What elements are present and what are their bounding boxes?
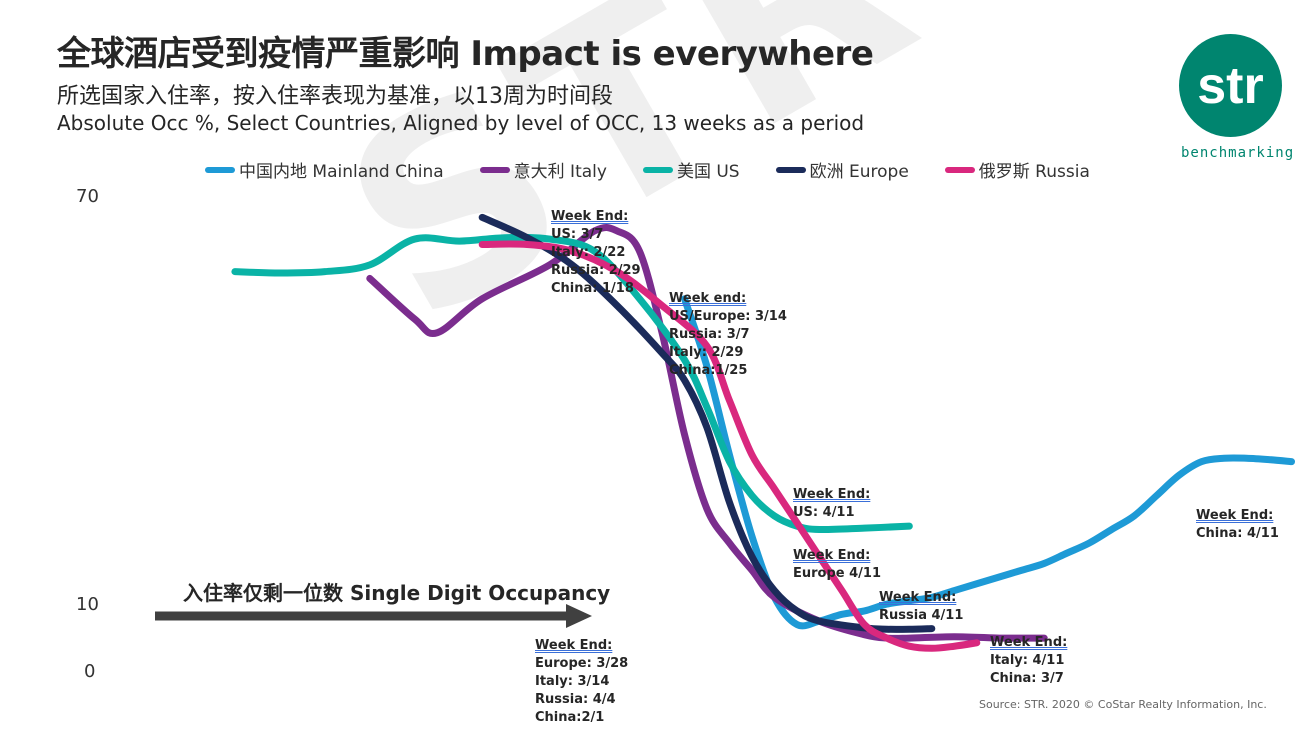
legend-label: 美国 US <box>676 162 740 182</box>
annotation-line: Russia: 4/4 <box>535 692 616 707</box>
arrow-head <box>566 604 592 628</box>
annotation-line: China: 4/11 <box>1196 526 1279 541</box>
legend-swatch <box>944 166 975 173</box>
annotation-heading: Week end: <box>669 291 747 306</box>
legend-item-russia: 俄罗斯 Russia <box>944 157 1090 182</box>
annotation-week-end: Week end: US/Europe: 3/14 Russia: 3/7 It… <box>669 290 787 380</box>
legend-swatch <box>642 166 673 173</box>
annotation-line: US: 4/11 <box>793 505 855 520</box>
legend-item-china: 中国内地 Mainland China <box>205 157 444 182</box>
annotation-week-end: Week End: China: 4/11 <box>1196 507 1279 543</box>
single-digit-arrow <box>155 604 592 628</box>
legend-swatch <box>205 166 235 173</box>
logo-text: str <box>1197 56 1264 115</box>
annotation-heading: Week End: <box>551 209 629 224</box>
annotation-line: Europe: 3/28 <box>535 656 629 671</box>
annotation-heading: Week End: <box>879 590 957 605</box>
annotation-line: Russia 4/11 <box>879 608 964 623</box>
legend-label: 意大利 Italy <box>513 162 607 182</box>
series-line-3 <box>478 213 936 633</box>
single-digit-label: 入住率仅剩一位数 Single Digit Occupancy <box>183 581 611 605</box>
annotation-week-end: Week End: US: 4/11 <box>793 486 870 522</box>
legend-item-italy: 意大利 Italy <box>479 157 607 182</box>
y-tick-label: 70 <box>76 186 99 207</box>
series-line-1 <box>366 224 1048 642</box>
annotation-heading: Week End: <box>1196 508 1274 523</box>
legend-item-us: 美国 US <box>642 157 740 182</box>
annotation-line: Italy: 3/14 <box>535 674 610 689</box>
annotation-line: Italy: 2/29 <box>669 345 744 360</box>
annotation-line: Russia: 3/7 <box>669 327 750 342</box>
legend-item-europe: 欧洲 Europe <box>775 157 909 182</box>
annotation-line: China: 3/7 <box>990 671 1064 686</box>
page-title: 全球酒店受到疫情严重影响 Impact is everywhere <box>57 34 874 74</box>
legend: 中国内地 Mainland China 意大利 Italy 美国 US 欧洲 E… <box>205 157 1126 182</box>
annotation-week-end: Week End: Russia 4/11 <box>879 589 963 625</box>
annotation-line: US: 3/7 <box>551 227 604 242</box>
annotation-line: Italy: 4/11 <box>990 653 1065 668</box>
subtitle-chinese: 所选国家入住率，按入住率表现为基准，以13周为时间段 <box>57 84 613 109</box>
annotation-heading: Week End: <box>793 548 871 563</box>
y-tick-label: 0 <box>84 661 96 682</box>
annotation-week-end: Week End: Europe: 3/28 Italy: 3/14 Russi… <box>535 637 628 727</box>
legend-label: 中国内地 Mainland China <box>239 162 444 182</box>
annotation-line: Russia: 2/29 <box>551 263 641 278</box>
annotation-line: China: 1/18 <box>551 281 634 296</box>
annotation-week-end: Week End: Italy: 4/11 China: 3/7 <box>990 634 1067 688</box>
annotation-line: Europe 4/11 <box>793 566 882 581</box>
subtitle-english: Absolute Occ %, Select Countries, Aligne… <box>57 111 865 135</box>
legend-label: 俄罗斯 Russia <box>978 162 1090 182</box>
annotation-heading: Week End: <box>793 487 871 502</box>
series-line-4 <box>478 240 981 652</box>
annotation-week-end: Week End: Europe 4/11 <box>793 547 881 583</box>
annotation-line: China:1/25 <box>669 363 748 378</box>
annotation-week-end: Week End: US: 3/7 Italy: 2/22 Russia: 2/… <box>551 208 641 298</box>
y-tick-label: 10 <box>76 594 99 615</box>
annotation-line: US/Europe: 3/14 <box>669 309 787 324</box>
logo-subtitle: benchmarking <box>1181 145 1295 161</box>
legend-swatch <box>479 166 510 173</box>
annotation-heading: Week End: <box>990 635 1068 650</box>
str-logo: str <box>1179 34 1282 137</box>
legend-label: 欧洲 Europe <box>809 162 909 182</box>
annotation-heading: Week End: <box>535 638 613 653</box>
source-note: Source: STR. 2020 © CoStar Realty Inform… <box>979 698 1267 711</box>
annotation-line: Italy: 2/22 <box>551 245 626 260</box>
legend-swatch <box>775 166 806 173</box>
series-lines <box>231 213 1296 652</box>
annotation-line: China:2/1 <box>535 710 605 725</box>
